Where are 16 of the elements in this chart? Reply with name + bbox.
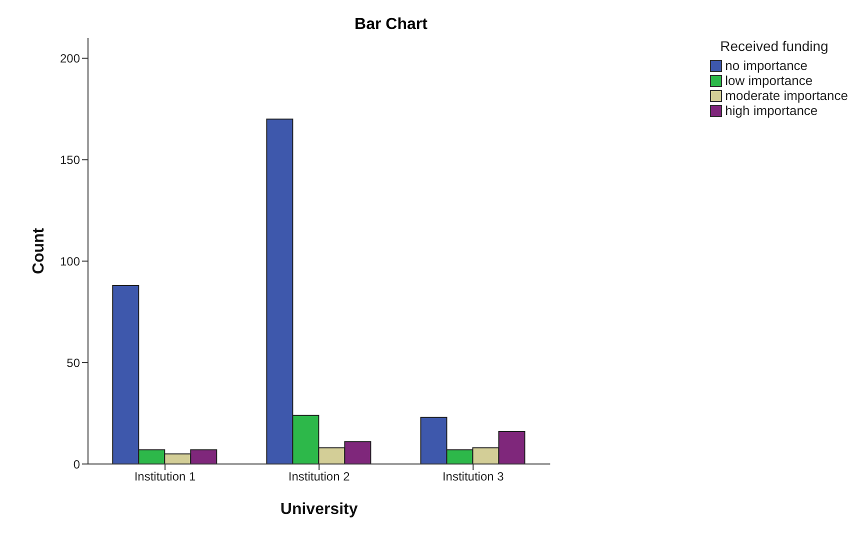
x-tick-label: Institution 1 (134, 470, 196, 484)
y-tick-label: 0 (73, 457, 80, 472)
y-tick-label: 150 (60, 152, 80, 167)
y-tick-label: 200 (60, 52, 80, 66)
y-tick-label: 50 (66, 356, 80, 370)
y-axis-title: Count (30, 227, 48, 274)
chart-title: Bar Chart (354, 16, 428, 34)
x-tick-label: Institution 2 (288, 470, 350, 484)
x-tick-label: Institution 3 (442, 470, 504, 484)
legend-title: Received funding (719, 38, 830, 54)
legend-label: low importance (725, 73, 813, 88)
x-axis-title: University (280, 501, 358, 518)
legend-label: high importance (725, 103, 818, 118)
legend-label: moderate importance (725, 88, 848, 103)
y-tick-label: 100 (60, 254, 80, 268)
legend-label: no importance (725, 58, 808, 73)
